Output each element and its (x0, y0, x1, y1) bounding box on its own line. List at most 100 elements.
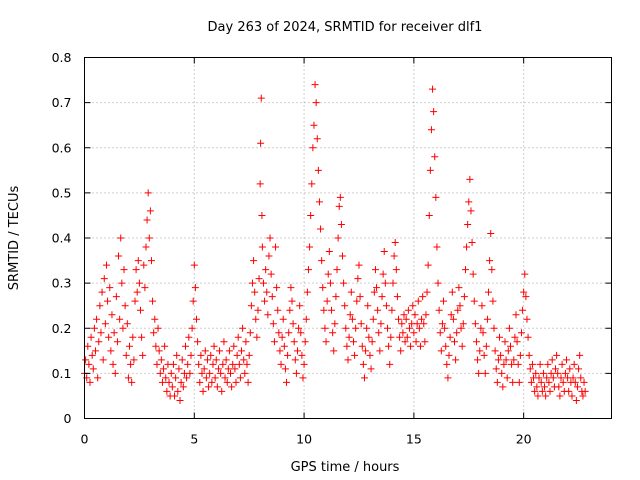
data-point (457, 324, 465, 332)
data-point (105, 333, 113, 341)
data-point (301, 338, 309, 346)
data-point (197, 351, 205, 359)
data-point (485, 288, 493, 296)
data-point (514, 360, 522, 368)
data-point (531, 387, 539, 395)
data-point (337, 220, 345, 228)
data-point (254, 306, 262, 314)
data-point (293, 347, 301, 355)
data-point (135, 279, 143, 287)
data-point (111, 369, 119, 377)
data-point (156, 369, 164, 377)
data-point (393, 293, 401, 301)
data-point (218, 387, 226, 395)
data-point (374, 306, 382, 314)
data-point (433, 243, 441, 251)
data-point (429, 85, 437, 93)
data-point (311, 81, 319, 89)
data-point (121, 302, 129, 310)
data-point (423, 288, 431, 296)
data-point (324, 270, 332, 278)
data-point (127, 360, 135, 368)
data-point (256, 180, 264, 188)
data-point (82, 356, 90, 364)
data-point (539, 369, 547, 377)
data-point (279, 315, 287, 323)
data-point (238, 347, 246, 355)
data-point (354, 275, 362, 283)
data-point (108, 311, 116, 319)
data-point (129, 333, 137, 341)
data-point (333, 266, 341, 274)
data-point (264, 311, 272, 319)
data-point (109, 360, 117, 368)
data-point (192, 315, 200, 323)
data-point (505, 324, 513, 332)
data-point (546, 387, 554, 395)
data-point (468, 239, 476, 247)
data-point (414, 297, 422, 305)
data-point (426, 166, 434, 174)
data-point (184, 360, 192, 368)
data-point (334, 234, 342, 242)
y-tick-label: 0.8 (52, 50, 72, 65)
data-point (113, 338, 121, 346)
data-point (412, 338, 420, 346)
data-point (251, 288, 259, 296)
data-point (525, 351, 533, 359)
data-point (351, 351, 359, 359)
data-point (404, 306, 412, 314)
data-point (234, 333, 242, 341)
data-point (385, 342, 393, 350)
data-point (258, 243, 266, 251)
data-point (312, 99, 320, 107)
data-point (397, 347, 405, 355)
data-point (88, 351, 96, 359)
data-point (100, 275, 108, 283)
data-point (102, 261, 110, 269)
data-point (443, 360, 451, 368)
data-point (321, 324, 329, 332)
data-point (573, 383, 581, 391)
data-point (320, 306, 328, 314)
data-point (91, 347, 99, 355)
y-tick-label: 0.7 (52, 95, 72, 110)
data-point (207, 351, 215, 359)
data-point (228, 383, 236, 391)
data-point (300, 360, 308, 368)
data-point (342, 324, 350, 332)
data-point (317, 225, 325, 233)
data-point (99, 356, 107, 364)
data-point (367, 365, 375, 373)
data-point (572, 396, 580, 404)
data-point (224, 365, 232, 373)
data-point (390, 252, 398, 260)
data-point (250, 257, 258, 265)
data-point (396, 333, 404, 341)
data-point (314, 166, 322, 174)
data-point (562, 356, 570, 364)
data-point (274, 306, 282, 314)
data-point (196, 378, 204, 386)
data-point (235, 360, 243, 368)
data-point (395, 315, 403, 323)
data-point (552, 365, 560, 373)
data-point (323, 297, 331, 305)
data-point (236, 374, 244, 382)
data-point (229, 360, 237, 368)
data-point (466, 175, 474, 183)
data-point (93, 315, 101, 323)
data-point (178, 356, 186, 364)
data-point (147, 257, 155, 265)
data-point (441, 324, 449, 332)
data-point (536, 360, 544, 368)
data-point (511, 333, 519, 341)
data-point (359, 360, 367, 368)
data-point (465, 198, 473, 206)
data-point (506, 342, 514, 350)
data-point (243, 360, 251, 368)
x-tick-label: 0 (81, 432, 89, 447)
data-point (87, 333, 95, 341)
x-tick-label: 10 (296, 432, 312, 447)
data-point (357, 320, 365, 328)
